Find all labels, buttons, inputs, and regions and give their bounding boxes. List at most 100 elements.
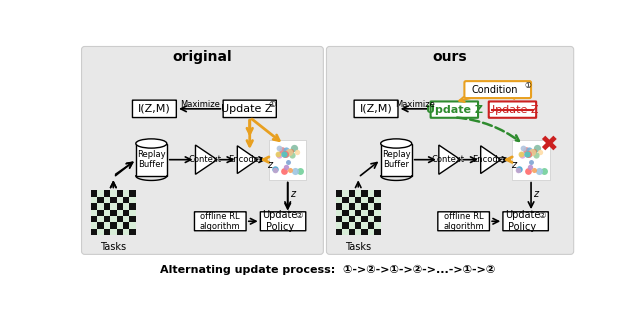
FancyBboxPatch shape [195,212,246,231]
Bar [342,203,349,210]
Bar [374,222,381,229]
Point [523,151,533,157]
Text: Maximize: Maximize [180,100,220,109]
Bar [355,222,362,229]
Text: ①: ① [525,81,531,90]
Bar [97,222,104,229]
Bar [116,197,123,203]
Point [283,159,293,165]
Text: Maximize: Maximize [395,100,435,109]
Point [281,152,291,157]
Point [284,149,294,155]
Bar [123,210,129,216]
Bar [349,203,355,210]
Polygon shape [439,145,461,174]
Bar [342,222,349,229]
Bar [123,229,129,235]
Text: Update Z: Update Z [426,104,483,115]
Bar [91,197,97,203]
Bar [129,222,136,229]
Bar [349,197,355,203]
Point [281,148,291,153]
Bar [342,210,349,216]
Bar [116,191,123,197]
Text: Context: Context [188,155,221,164]
Text: z: z [533,189,538,199]
Point [534,168,544,173]
Point [526,159,536,165]
Ellipse shape [381,139,412,148]
Point [525,164,535,169]
Text: ②: ② [296,211,303,220]
Bar [116,210,123,216]
Bar [336,191,342,197]
Bar [116,216,123,222]
Point [524,148,534,153]
Text: ours: ours [433,50,467,64]
Text: Encoder: Encoder [472,155,506,164]
Bar [374,197,381,203]
Point [285,149,296,154]
Point [279,168,289,174]
Bar [129,203,136,210]
Bar [91,203,97,210]
FancyBboxPatch shape [81,46,323,254]
Text: Tasks: Tasks [100,242,126,252]
Bar [355,203,362,210]
Text: Update Z: Update Z [221,104,273,114]
Bar [104,203,110,210]
Bar [104,191,110,197]
Point [274,145,284,151]
Bar [110,210,116,216]
Bar [116,222,123,229]
Polygon shape [237,146,257,173]
Bar [104,229,110,235]
Point [270,166,280,171]
Ellipse shape [136,139,167,148]
Bar [355,191,362,197]
Point [289,145,299,151]
Bar [104,216,110,222]
Bar [129,197,136,203]
Bar [110,203,116,210]
Text: ①: ① [268,100,276,109]
Bar [362,203,368,210]
Polygon shape [195,145,217,174]
Bar [342,197,349,203]
Point [516,152,526,157]
Point [529,149,539,154]
Bar [368,191,374,197]
Bar [110,229,116,235]
Bar [342,229,349,235]
Point [514,166,524,171]
Bar [368,216,374,222]
Bar [91,216,97,222]
Bar [129,191,136,197]
Text: Condition: Condition [472,85,518,95]
Text: Context: Context [431,155,465,164]
Text: offline RL
algorithm: offline RL algorithm [200,212,241,231]
Point [291,168,301,173]
Text: ✖: ✖ [539,134,557,154]
Bar [374,210,381,216]
Text: ②: ② [538,211,546,220]
Text: z: z [268,160,273,170]
Bar [104,210,110,216]
FancyBboxPatch shape [260,212,306,231]
Bar [368,197,374,203]
Point [274,152,284,158]
FancyBboxPatch shape [431,101,478,118]
Bar [362,229,368,235]
Bar [368,222,374,229]
Bar [123,216,129,222]
Point [529,168,539,173]
Bar [97,229,104,235]
Bar [269,140,307,180]
Point [280,151,290,157]
Point [518,145,528,151]
Bar [336,222,342,229]
Bar [91,210,97,216]
Bar [362,210,368,216]
Bar [349,210,355,216]
Text: original: original [173,50,232,64]
